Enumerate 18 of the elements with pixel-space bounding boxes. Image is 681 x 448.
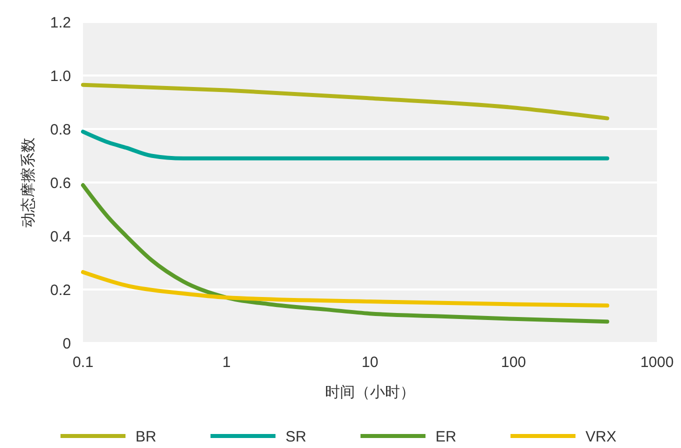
y-tick-label: 1.2	[50, 14, 71, 32]
y-tick-label: 0.2	[50, 282, 71, 299]
legend-label: ER	[436, 428, 457, 446]
x-axis-title: 时间（小时）	[325, 384, 415, 401]
y-axis-title: 动态摩擦系数	[20, 138, 37, 228]
x-tick-label: 10	[362, 354, 378, 371]
legend-label: SR	[286, 428, 307, 446]
x-tick-label: 100	[500, 354, 526, 371]
y-tick-label: 0.4	[50, 228, 71, 246]
legend-label: BR	[136, 428, 157, 446]
y-tick-label: 0.8	[50, 121, 71, 138]
y-tick-label: 0	[62, 335, 71, 352]
y-tick-label: 1.0	[50, 68, 71, 85]
legend-label: VRX	[586, 428, 616, 446]
x-tick-label: 1000	[640, 354, 674, 371]
x-tick-label: 1	[222, 354, 231, 371]
x-tick-label: 0.1	[72, 354, 94, 371]
y-tick-label: 0.6	[50, 174, 71, 192]
